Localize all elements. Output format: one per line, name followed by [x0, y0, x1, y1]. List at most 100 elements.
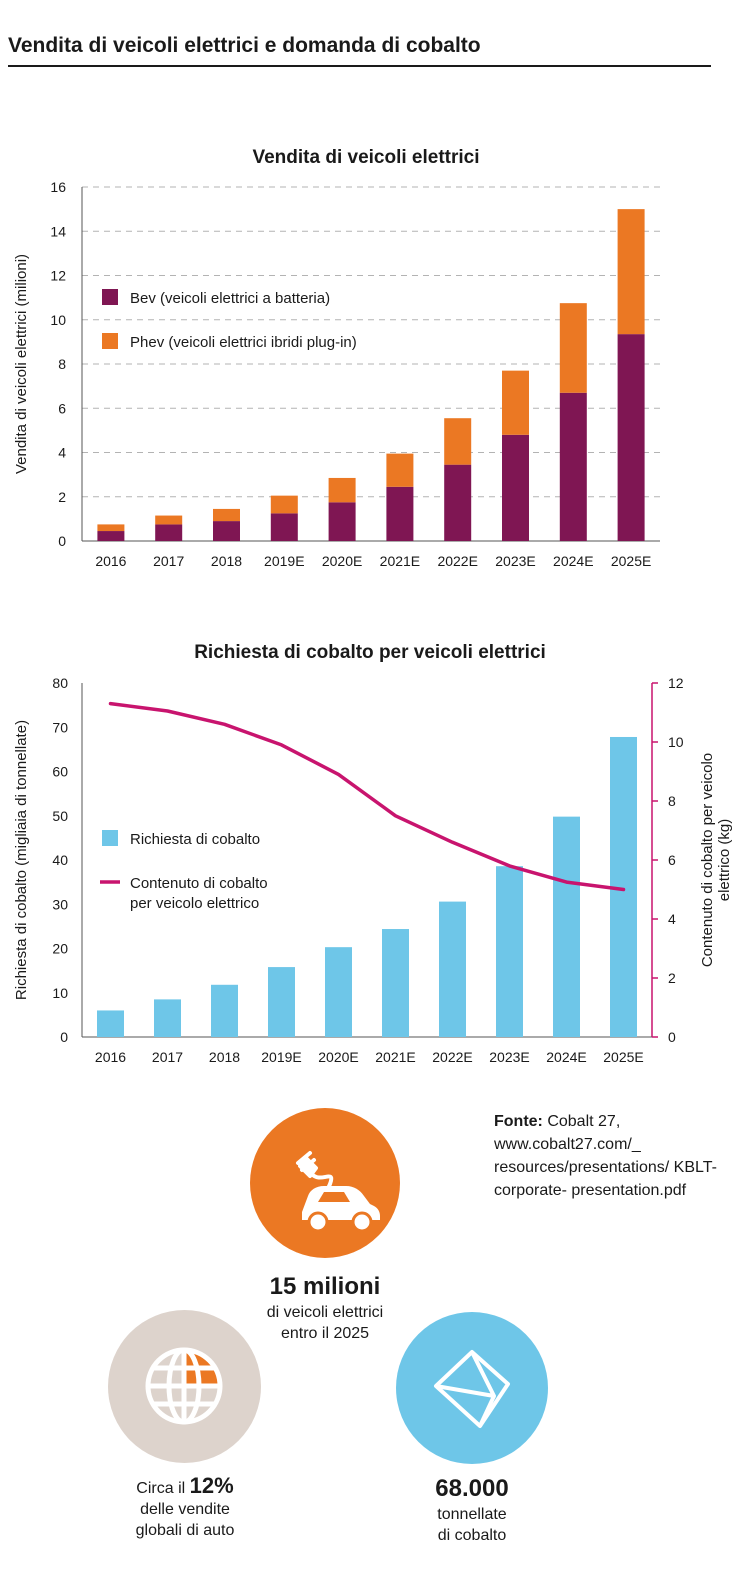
- chart2-bar-cobalt: [268, 967, 295, 1037]
- chart1-legend-label: Phev (veicoli elettrici ibridi plug-in): [130, 334, 357, 351]
- chart1-x-tick: 2020E: [322, 553, 362, 569]
- chart1-bar-bev: [213, 521, 240, 541]
- cobalt-stat-text: 68.000 tonnellate di cobalto: [367, 1474, 577, 1546]
- chart2-y2-tick: 12: [668, 675, 684, 691]
- share-stat-line1: delle vendite: [140, 1501, 230, 1518]
- chart2-y-tick: 0: [60, 1029, 68, 1045]
- share-stat-text: Circa il 12% delle vendite globali di au…: [80, 1475, 290, 1541]
- chart2-x-tick: 2020E: [318, 1049, 358, 1065]
- chart2-y-tick: 60: [52, 764, 68, 780]
- chart1-bar-phev: [328, 477, 356, 503]
- cobalt-stat-line2: di cobalto: [437, 1527, 507, 1544]
- chart1-bar-phev: [155, 515, 183, 525]
- share-stat-value: 12%: [189, 1473, 234, 1498]
- ev-sales-chart: Vendita di veicoli elettrici 0 2 4 6 8 10 12 14 1…: [13, 147, 660, 569]
- chart1-x-tick: 2022E: [437, 553, 477, 569]
- chart1-bar-bev: [155, 524, 183, 541]
- ev-stat-text: 15 milioni di veicoli elettrici entro il…: [220, 1272, 430, 1344]
- chart1-bar-phev: [213, 508, 240, 522]
- chart1-y-tick: 0: [58, 533, 66, 549]
- chart2-title: Richiesta di cobalto per veicoli elettri…: [194, 642, 546, 663]
- chart1-bar-phev: [559, 303, 587, 393]
- share-stat-circle: [108, 1310, 261, 1463]
- chart2-x-tick: 2021E: [375, 1049, 415, 1065]
- chart2-bar-cobalt: [325, 947, 352, 1037]
- page-title: Vendita di veicoli elettrici e domanda d…: [8, 34, 481, 57]
- chart1-x-tick: 2021E: [380, 553, 420, 569]
- chart2-x-tick: 2022E: [432, 1049, 472, 1065]
- chart2-bar-cobalt: [154, 999, 181, 1037]
- chart1-bar-bev: [386, 486, 414, 541]
- ev-stat-circle: [250, 1108, 400, 1258]
- chart2-legend-swatch-bar: [102, 830, 118, 846]
- chart2-y2-tick: 6: [668, 852, 676, 868]
- chart1-y-tick: 14: [50, 223, 66, 239]
- chart2-x-tick: 2019E: [261, 1049, 301, 1065]
- chart2-bar-cobalt: [97, 1010, 124, 1037]
- chart2-bar-cobalt: [439, 901, 466, 1037]
- chart1-x-tick: 2018: [211, 553, 242, 569]
- chart1-bar-phev: [270, 495, 298, 514]
- source-label: Fonte:: [494, 1113, 543, 1130]
- chart1-y-label: Vendita di veicoli elettrici (milioni): [13, 254, 30, 474]
- chart2-y-tick: 70: [52, 719, 68, 735]
- chart1-legend-swatch: [102, 289, 118, 305]
- chart2-y2-tick: 2: [668, 970, 676, 986]
- chart1-bar-phev: [386, 453, 414, 487]
- chart1-bar-phev: [444, 418, 472, 465]
- ev-stat-value: 15 milioni: [269, 1273, 381, 1300]
- share-stat-prefix: Circa il: [136, 1480, 190, 1497]
- chart1-bar-phev: [617, 209, 645, 335]
- ev-stat-line1: di veicoli elettrici: [266, 1304, 384, 1321]
- chart1-bar-bev: [502, 434, 529, 541]
- globe-icon: [145, 1347, 223, 1425]
- chart2-x-tick: 2023E: [489, 1049, 529, 1065]
- chart2-y2-tick: 0: [668, 1029, 676, 1045]
- electric-car-icon: [296, 1151, 380, 1233]
- share-stat-line2: globali di auto: [135, 1522, 235, 1539]
- cobalt-crystal-icon: [434, 1350, 510, 1428]
- ev-stat-line2: entro il 2025: [280, 1325, 370, 1342]
- chart1-bar-bev: [97, 531, 125, 541]
- chart2-y2-tick: 4: [668, 911, 676, 927]
- chart1-bar-phev: [97, 524, 125, 532]
- chart1-x-tick: 2023E: [495, 553, 535, 569]
- chart2-y2-tick: 8: [668, 793, 676, 809]
- chart1-y-tick: 4: [58, 445, 66, 461]
- chart2-y-tick: 80: [52, 675, 68, 691]
- chart2-x-tick: 2017: [152, 1049, 183, 1065]
- chart1-y-tick: 16: [50, 179, 66, 195]
- chart1-title: Vendita di veicoli elettrici: [252, 147, 479, 168]
- chart2-y-tick: 40: [52, 852, 68, 868]
- chart1-y-tick: 2: [58, 489, 66, 505]
- chart1-x-tick: 2017: [153, 553, 184, 569]
- chart1-bar-bev: [270, 513, 298, 541]
- chart2-x-tick: 2024E: [546, 1049, 586, 1065]
- chart1-legend-label: Bev (veicoli elettrici a batteria): [130, 290, 330, 307]
- chart2-x-tick: 2025E: [603, 1049, 643, 1065]
- chart1-bar-bev: [559, 392, 587, 541]
- source-text: Cobalt 27, www.cobalt27.com/_ resources/…: [494, 1113, 717, 1199]
- chart2-bar-cobalt: [553, 816, 580, 1037]
- chart2-bar-cobalt: [211, 984, 238, 1037]
- chart2-y-tick: 30: [52, 896, 68, 912]
- chart2-y-label: Richiesta di cobalto (migliaia di tonnel…: [13, 720, 30, 1000]
- chart2-y2-tick: 10: [668, 734, 684, 750]
- chart1-bar-bev: [617, 334, 645, 541]
- chart1-y-tick: 12: [50, 268, 66, 284]
- chart2-y2-label: Contenuto di cobalto per veicoloelettric…: [699, 753, 733, 967]
- cobalt-demand-chart: Richiesta di cobalto per veicoli elettri…: [13, 642, 733, 1065]
- chart1-bar-bev: [328, 502, 356, 541]
- chart2-y-tick: 20: [52, 941, 68, 957]
- source-note: Fonte: Cobalt 27, www.cobalt27.com/_ res…: [494, 1110, 734, 1202]
- chart1-bar-bev: [444, 464, 472, 541]
- chart2-x-tick: 2016: [95, 1049, 126, 1065]
- chart2-bar-cobalt: [382, 929, 409, 1037]
- chart2-legend-label-bar: Richiesta di cobalto: [130, 831, 260, 848]
- chart1-x-tick: 2019E: [264, 553, 304, 569]
- cobalt-stat-circle: [396, 1312, 548, 1464]
- chart2-y-tick: 10: [52, 985, 68, 1001]
- chart2-legend-label-line: Contenuto di cobalto per veicolo elettric…: [130, 875, 268, 912]
- chart2-x-tick: 2018: [209, 1049, 240, 1065]
- chart2-line-cobalt-content: [108, 701, 626, 892]
